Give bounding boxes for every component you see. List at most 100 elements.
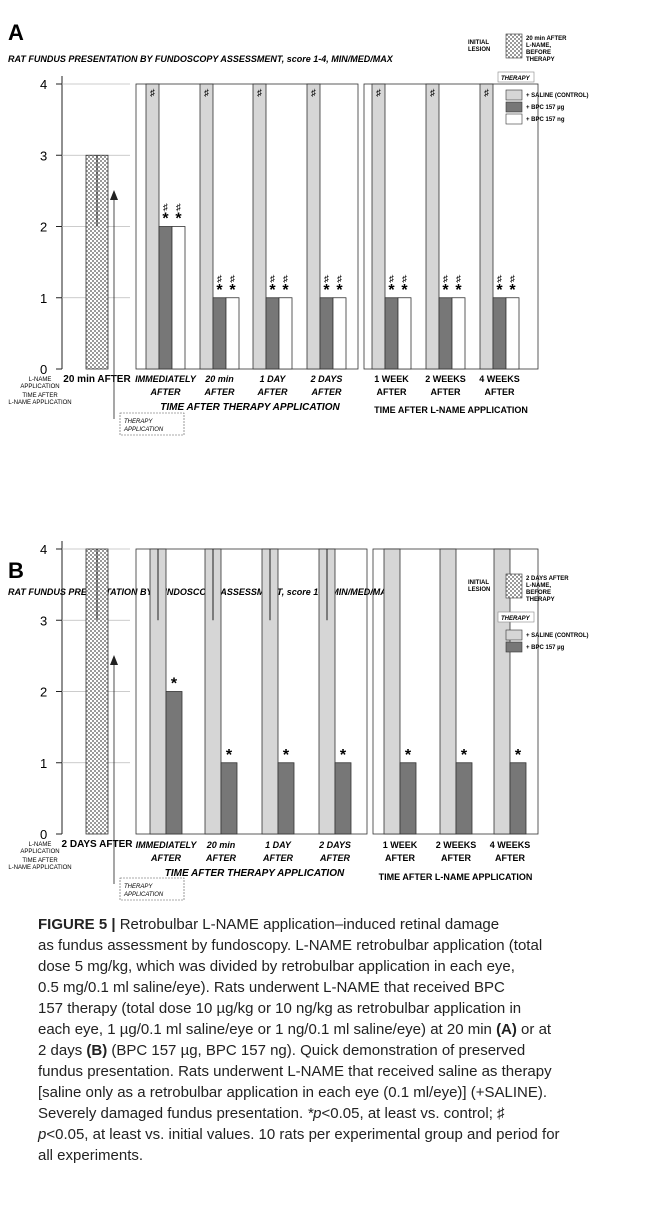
caption-segment: <0.05, at least vs. control; ♯ xyxy=(321,1105,505,1122)
panel-letter: A xyxy=(8,20,24,45)
x-axis-label-therapy: TIME AFTER THERAPY APPLICATION xyxy=(160,402,340,413)
bar xyxy=(371,83,386,370)
x-group-label: AFTER xyxy=(262,853,293,863)
x-axis-label-lname: TIME AFTER L-NAME APPLICATION xyxy=(379,872,533,882)
bar xyxy=(306,83,321,370)
bar xyxy=(252,83,267,370)
caption-line: 0.5 mg/0.1 ml saline/eye). Rats underwen… xyxy=(38,978,505,998)
significance-mark: * xyxy=(282,282,289,299)
caption-segment: all experiments. xyxy=(38,1147,144,1164)
legend-therapy: THERAPY xyxy=(501,76,531,82)
therapy-box-label: APPLICATION xyxy=(123,892,164,898)
legend-swatch xyxy=(505,629,523,641)
bar xyxy=(439,548,457,835)
bar xyxy=(451,297,466,370)
legend-initial-desc: L-NAME, xyxy=(526,43,551,49)
caption-line: each eye, 1 µg/0.1 ml saline/eye or 1 ng… xyxy=(38,1020,551,1040)
significance-mark: * xyxy=(401,282,408,299)
significance-mark: * xyxy=(216,282,223,299)
legend-initial: INITIAL xyxy=(468,40,489,46)
legend-series-label: + BPC 157 µg xyxy=(526,105,565,111)
legend-initial-desc: BEFORE xyxy=(526,50,551,56)
significance-mark: ♯ xyxy=(497,274,502,285)
caption-line: dose 5 mg/kg, which was divided by retro… xyxy=(38,957,515,977)
significance-mark: * xyxy=(496,282,503,299)
bar xyxy=(334,762,352,835)
bar xyxy=(509,762,527,835)
significance-mark: ♯ xyxy=(270,274,275,285)
bar xyxy=(399,762,417,835)
x-group-label: AFTER xyxy=(150,853,181,863)
caption-segment: (BPC 157 µg, BPC 157 ng). Quick demonstr… xyxy=(107,1042,526,1059)
caption-segment: <0.05, at least vs. initial values. 10 r… xyxy=(46,1126,560,1143)
legend-initial-desc: L-NAME, xyxy=(526,583,551,589)
legend-initial-swatch xyxy=(505,33,523,59)
caption-line: [saline only as a retrobulbar applicatio… xyxy=(38,1083,547,1103)
left-axis-text: L-NAME APPLICATION xyxy=(8,400,71,406)
y-tick-label: 4 xyxy=(40,77,47,92)
caption-segment: dose 5 mg/kg, which was divided by retro… xyxy=(38,958,515,975)
caption-line: 157 therapy (total dose 10 µg/kg or 10 n… xyxy=(38,999,521,1019)
legend-initial-desc: BEFORE xyxy=(526,590,551,596)
significance-mark: * xyxy=(515,747,522,764)
legend-series-label: + BPC 157 µg xyxy=(526,645,565,651)
x-group-label: AFTER xyxy=(431,387,461,397)
significance-mark: * xyxy=(283,747,290,764)
x-group-label: 20 min xyxy=(204,374,234,384)
caption-segment: FIGURE 5 | xyxy=(38,916,116,933)
y-tick-label: 1 xyxy=(40,756,47,771)
x-group-label: AFTER xyxy=(441,853,471,863)
legend-series-label: + SALINE (CONTROL) xyxy=(526,633,589,639)
significance-mark: * xyxy=(455,282,462,299)
caption-segment: 157 therapy (total dose 10 µg/kg or 10 n… xyxy=(38,1000,522,1017)
y-tick-label: 3 xyxy=(40,148,47,163)
caption-line: 2 days (B) (BPC 157 µg, BPC 157 ng). Qui… xyxy=(38,1041,525,1061)
caption-segment: or at xyxy=(516,1021,552,1038)
group-box-therapy-time xyxy=(135,83,359,370)
x-group-label: AFTER xyxy=(205,853,236,863)
x-group-label: AFTER xyxy=(257,387,288,397)
caption-segment: each eye, 1 µg/0.1 ml saline/eye or 1 ng… xyxy=(38,1021,497,1038)
legend-swatch xyxy=(505,113,523,125)
chart-title: RAT FUNDUS PRESENTATION BY FUNDOSCOPY AS… xyxy=(8,587,394,597)
bar xyxy=(479,83,494,370)
caption-segment: *p xyxy=(307,1105,322,1122)
x-group-label: 1 DAY xyxy=(260,374,287,384)
significance-mark: * xyxy=(336,282,343,299)
x-group-label: IMMEDIATELY xyxy=(136,840,198,850)
significance-mark: ♯ xyxy=(150,88,155,99)
caption-segment: p xyxy=(38,1126,47,1143)
x-group-label: 4 WEEKS xyxy=(479,374,520,384)
x-group-label: 1 WEEK xyxy=(383,840,418,850)
significance-mark: ♯ xyxy=(163,203,168,214)
caption-line: Severely damaged fundus presentation. *p… xyxy=(38,1104,505,1124)
caption-segment: Retrobulbar L-NAME application–induced r… xyxy=(115,916,500,933)
x-group-label: 4 WEEKS xyxy=(490,840,531,850)
bar xyxy=(505,297,520,370)
legend-initial-desc: 20 min AFTER xyxy=(526,36,567,42)
legend-initial-desc: THERAPY xyxy=(526,57,555,63)
bar xyxy=(332,297,347,370)
legend-swatch xyxy=(505,641,523,653)
caption-segment: [saline only as a retrobulbar applicatio… xyxy=(38,1084,548,1101)
significance-mark: * xyxy=(229,282,236,299)
legend-initial: INITIAL xyxy=(468,580,489,586)
significance-mark: ♯ xyxy=(510,274,515,285)
caption-line: fundus presentation. Rats underwent L-NA… xyxy=(38,1062,552,1082)
caption-segment: (A) xyxy=(496,1021,517,1038)
left-axis-text: APPLICATION xyxy=(20,849,59,855)
bar xyxy=(225,297,240,370)
legend-initial-desc: 2 DAYS AFTER xyxy=(526,576,569,582)
legend-therapy: THERAPY xyxy=(501,616,531,622)
y-tick-label: 2 xyxy=(40,685,47,700)
significance-mark: * xyxy=(509,282,516,299)
therapy-arrowhead xyxy=(110,190,118,200)
x-group-label: 2 WEEKS xyxy=(436,840,477,850)
bar xyxy=(425,83,440,370)
significance-mark: * xyxy=(175,211,182,228)
x-group-label: AFTER xyxy=(311,387,342,397)
caption-segment: Severely damaged fundus presentation. xyxy=(38,1105,308,1122)
legend-initial: LESION xyxy=(468,47,490,53)
legend-series-label: + BPC 157 ng xyxy=(526,117,565,123)
